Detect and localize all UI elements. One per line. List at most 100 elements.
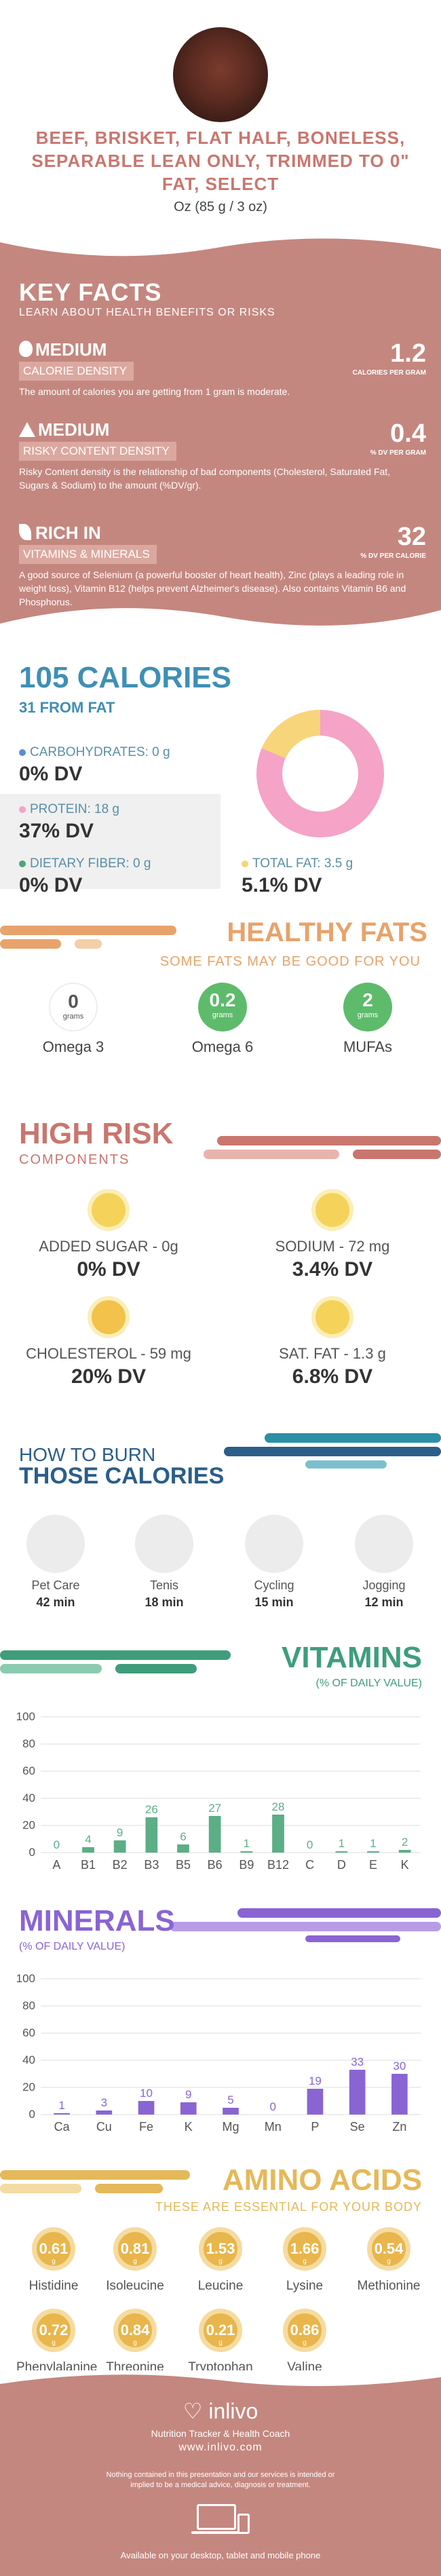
- amino-unit: g: [52, 2339, 56, 2347]
- amino-acids-title: AMINO ACIDS: [222, 2163, 422, 2197]
- activity-minutes: 42 min: [36, 1595, 75, 1609]
- vitamin-bar-b9: [240, 1851, 253, 1853]
- high-risk-subtitle: COMPONENTS: [19, 1152, 130, 1167]
- amino-name: Histidine: [28, 2279, 79, 2293]
- x-tick-label: K: [401, 1858, 409, 1872]
- mineral-bar-se: [349, 2070, 366, 2115]
- amino-name: Isoleucine: [106, 2279, 164, 2293]
- data-label: 27: [208, 1802, 221, 1815]
- amino-item-threonine: 0.84 g Threonine: [98, 2309, 172, 2375]
- calories-from-fat: 31 FROM FAT: [19, 699, 115, 716]
- data-label: 10: [140, 2087, 153, 2100]
- amino-name: Methionine: [357, 2279, 421, 2293]
- mineral-bar-zn: [391, 2074, 408, 2115]
- vitamin-bar-b5: [177, 1844, 189, 1853]
- warning-icon: [19, 422, 35, 437]
- data-label: 1: [58, 2099, 64, 2112]
- jogging-icon: [355, 1515, 413, 1573]
- total-fat-label: TOTAL FAT: 3.5 g: [252, 856, 353, 871]
- smiley-icon: [311, 1189, 353, 1231]
- omega6-name: Omega 6: [191, 1038, 254, 1055]
- amino-item-phenylalanine: 0.72 g Phenylalanine: [16, 2309, 97, 2375]
- activity-minutes: 12 min: [364, 1595, 404, 1609]
- footer-url[interactable]: www.inlivo.com: [178, 2442, 263, 2453]
- vitamins-title: VITAMINS: [282, 1641, 422, 1674]
- food-image: [173, 27, 268, 122]
- x-tick-label: K: [185, 2120, 193, 2134]
- x-tick-label: Mn: [265, 2120, 282, 2134]
- x-tick-label: Ca: [54, 2120, 71, 2134]
- data-label: 4: [85, 1833, 91, 1846]
- activity-label: Pet Care: [31, 1578, 80, 1592]
- vitamin-bar-b12: [272, 1815, 284, 1853]
- omega6-unit: grams: [212, 1011, 233, 1019]
- vitamin-bar-k: [398, 1850, 411, 1853]
- carbohydrates-dv: 0% DV: [19, 763, 83, 785]
- y-tick-label: 40: [22, 1792, 35, 1804]
- mufas-value: 2: [362, 989, 373, 1010]
- x-tick-label: A: [52, 1858, 60, 1872]
- x-tick-label: P: [311, 2120, 319, 2134]
- mineral-bar-cu: [96, 2110, 113, 2115]
- fiber-stat: DIETARY FIBER: 0 g 0% DV: [19, 856, 151, 897]
- vitamins-subtitle: (% OF DAILY VALUE): [315, 1678, 422, 1689]
- cycling-icon: [245, 1515, 303, 1573]
- x-tick-label: Fe: [139, 2120, 153, 2134]
- data-label: 2: [402, 1836, 408, 1849]
- vitamins-minerals-level: RICH IN: [35, 523, 101, 543]
- risky-content-unit: % DV PER GRAM: [370, 449, 426, 457]
- activity-label: Jogging: [362, 1578, 406, 1592]
- mufas-unit: grams: [357, 1011, 379, 1019]
- data-label: 19: [309, 2075, 322, 2087]
- activity-pet-care: Pet Care 42 min: [8, 1515, 103, 1610]
- key-facts-section: [0, 222, 441, 644]
- amino-item-valine: 0.86 g Valine: [267, 2309, 342, 2375]
- amino-value: 0.21: [206, 2322, 235, 2338]
- y-tick-label: 100: [16, 1710, 35, 1723]
- vitamin-bar-b1: [82, 1847, 94, 1853]
- amino-item-lysine: 1.66 g Lysine: [267, 2227, 342, 2294]
- activity-jogging: Jogging 12 min: [337, 1515, 432, 1610]
- amino-item-methionine: 0.54 g Methionine: [351, 2227, 426, 2294]
- data-label: 28: [272, 1800, 285, 1813]
- data-label: 26: [145, 1803, 158, 1816]
- calorie-density-description: The amount of calories you are getting f…: [19, 386, 290, 397]
- amino-item-histidine: 0.61 g Histidine: [16, 2227, 91, 2294]
- mineral-bar-fe: [138, 2101, 155, 2115]
- footer-brand: ♡ inlivo: [0, 2398, 441, 2424]
- sodium-dv: 3.4% DV: [292, 1258, 373, 1281]
- activity-minutes: 15 min: [254, 1595, 294, 1609]
- brand-name: inlivo: [208, 2399, 258, 2423]
- risk-sat-fat: SAT. FAT - 1.3 g 6.8% DV: [231, 1296, 434, 1388]
- sat-fat-dv: 6.8% DV: [292, 1365, 373, 1388]
- vitamins-minerals-tag: VITAMINS & MINERALS: [19, 545, 157, 564]
- amino-unit: g: [133, 2258, 137, 2265]
- amino-value: 0.84: [120, 2322, 150, 2338]
- protein-label: PROTEIN: 18 g: [30, 802, 119, 816]
- data-label: 9: [117, 1826, 123, 1839]
- omega3-unit: grams: [62, 1012, 84, 1021]
- mineral-bar-k: [180, 2102, 197, 2115]
- serving-size: Oz (85 g / 3 oz): [174, 200, 267, 214]
- data-label: 1: [370, 1837, 376, 1850]
- minerals-title: MINERALS: [19, 1904, 175, 1937]
- risk-cholesterol: CHOLESTEROL - 59 mg 20% DV: [7, 1296, 210, 1388]
- food-title: BEEF, BRISKET, FLAT HALF, BONELESS, SEPA…: [31, 128, 410, 194]
- fat-item-mufas: 2 grams MUFAs: [313, 983, 422, 1056]
- minerals-bar-chart: 0 20 40 60 80 100 1 Ca 3 Cu 10 Fe 9 K 5 Mg 0 Mn 19 P 33 Se 30 Z…: [16, 1972, 421, 2134]
- carbohydrates-label: CARBOHYDRATES: 0 g: [30, 745, 170, 759]
- smiley-icon: [88, 1296, 130, 1338]
- flame-icon: [19, 341, 33, 357]
- omega3-value: 0: [68, 991, 79, 1012]
- activity-cycling: Cycling 15 min: [227, 1515, 322, 1610]
- risk-added-sugar: ADDED SUGAR - 0g 0% DV: [7, 1189, 210, 1281]
- amino-value: 0.81: [120, 2240, 150, 2257]
- calorie-density-value: 1.2: [390, 339, 426, 368]
- x-tick-label: B6: [208, 1858, 223, 1872]
- omega6-value: 0.2: [209, 989, 236, 1010]
- vitamin-bar-b2: [113, 1840, 126, 1853]
- fiber-dv: 0% DV: [19, 874, 83, 896]
- amino-value: 1.66: [290, 2240, 320, 2257]
- data-label: 3: [101, 2096, 107, 2109]
- y-tick-label: 60: [22, 1764, 35, 1777]
